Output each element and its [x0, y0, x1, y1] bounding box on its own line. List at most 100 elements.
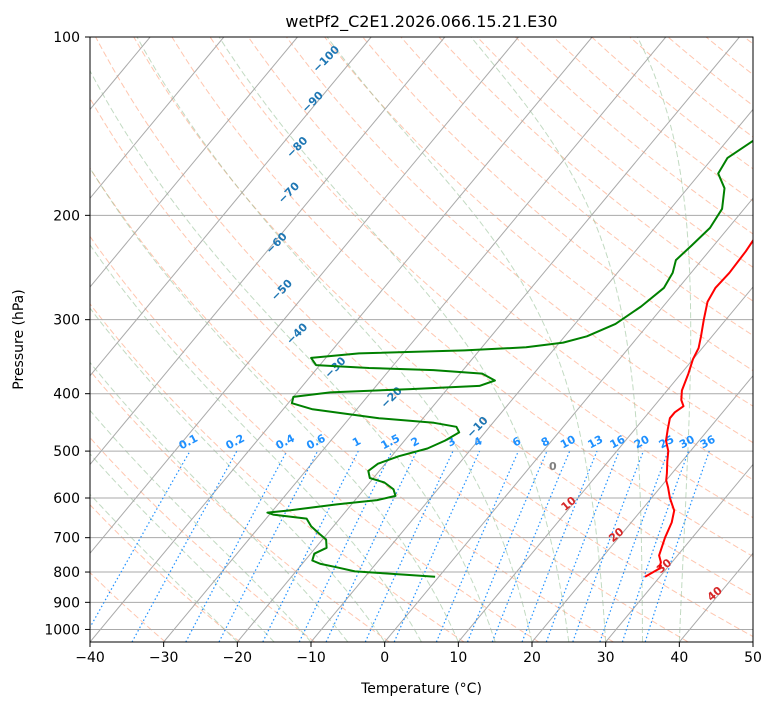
dry-adiabat-line — [743, 37, 753, 45]
x-axis-label: Temperature (°C) — [360, 681, 482, 697]
dry-adiabat-line — [362, 37, 753, 372]
mixing-ratio-label: 10 — [558, 433, 578, 452]
mixing-ratio-lines — [90, 450, 710, 642]
mixing-ratio-line — [298, 450, 393, 642]
zero-isotherm-label: 0 — [549, 460, 557, 473]
dry-adiabat-line — [171, 37, 753, 557]
y-tick-label: 500 — [53, 444, 80, 460]
isotherm-line — [90, 37, 225, 200]
y-tick-label: 900 — [53, 595, 80, 611]
moist-adiabat-line — [218, 37, 570, 642]
mixing-ratio-line — [218, 450, 319, 642]
x-tick-label: 30 — [597, 650, 615, 666]
isotherm-line — [90, 37, 298, 288]
y-axis-ticks: 100 200 300 400 500 600 700 800 900 1000 — [44, 30, 90, 638]
mixing-ratio-label: 20 — [632, 433, 652, 452]
mixing-ratio-line — [644, 450, 710, 642]
y-tick-label: 400 — [53, 387, 80, 403]
mixing-ratio-label: 16 — [608, 433, 628, 452]
moist-adiabat-line — [90, 167, 459, 642]
mixing-ratio-line — [466, 450, 548, 642]
mixing-ratio-label: 13 — [586, 433, 606, 452]
x-axis-ticks: −40 −30 −20 −10 0 10 20 30 40 50 — [75, 642, 762, 666]
x-tick-label: 20 — [523, 650, 541, 666]
isotherm-line — [236, 37, 740, 642]
mixing-ratio-labels: 0.1 0.2 0.4 0.6 1 1.5 2 3 4 6 8 10 13 16 20 25 30 36 — [177, 432, 718, 453]
moist-adiabat-label: −90 — [299, 89, 326, 116]
mixing-ratio-line — [435, 450, 519, 642]
x-tick-label: −20 — [223, 650, 253, 666]
dry-adiabat-line — [553, 37, 753, 202]
y-tick-label: 600 — [53, 491, 80, 507]
mixing-ratio-line — [185, 450, 288, 642]
dry-adiabats — [90, 37, 753, 642]
dry-adiabat-line — [286, 37, 753, 444]
y-tick-label: 200 — [53, 208, 80, 224]
profile-series — [266, 139, 753, 578]
moist-adiabat-label: −100 — [310, 43, 342, 75]
mixing-ratio-label: 1.5 — [379, 432, 402, 453]
isotherm-line — [90, 37, 593, 642]
isotherm-line — [163, 37, 667, 642]
dry-adiabat-line — [90, 167, 614, 642]
moist-adiabat-line — [637, 37, 692, 642]
x-tick-label: 50 — [744, 650, 762, 666]
temperature-profile-line — [644, 238, 753, 578]
mixing-ratio-label: 30 — [677, 433, 697, 452]
dry-adiabat-line — [209, 37, 753, 519]
isotherms — [90, 37, 753, 642]
x-tick-label: 40 — [670, 650, 688, 666]
dry-adiabat-line — [515, 37, 753, 235]
dry-adiabat-line — [90, 436, 316, 642]
y-tick-label: 100 — [53, 30, 80, 46]
mixing-ratio-label: 8 — [539, 434, 552, 449]
moist-adiabat-label: −40 — [284, 320, 311, 347]
dry-adiabat-line — [90, 369, 390, 642]
isotherm-line — [310, 108, 753, 642]
x-tick-label: −40 — [75, 650, 105, 666]
isotherm-line — [605, 463, 753, 642]
moist-adiabats — [90, 37, 692, 642]
mixing-ratio-label: 36 — [698, 433, 718, 452]
x-tick-label: −30 — [149, 650, 179, 666]
mixing-ratio-line — [262, 450, 359, 642]
x-tick-label: 0 — [380, 650, 389, 666]
mixing-ratio-label: 0.2 — [224, 432, 247, 453]
dewpoint-profile-line — [266, 139, 753, 578]
mixing-ratio-line — [325, 450, 418, 642]
mixing-ratio-line — [599, 450, 669, 642]
moist-adiabat-line — [90, 69, 496, 642]
y-tick-label: 300 — [53, 313, 80, 329]
moist-adiabat-label: −60 — [263, 230, 290, 257]
dry-adiabat-line — [90, 97, 689, 642]
isotherm-line — [384, 197, 753, 642]
mixing-ratio-line — [393, 450, 481, 642]
mixing-ratio-label: 6 — [510, 434, 523, 449]
mixing-ratio-line — [572, 450, 644, 642]
mixing-ratio-label: 1 — [350, 434, 363, 449]
y-tick-label: 700 — [53, 531, 80, 547]
dry-adiabat-label: 30 — [654, 556, 674, 576]
moist-adiabat-line — [90, 409, 312, 642]
moist-adiabat-line — [136, 37, 533, 642]
mixing-ratio-line — [131, 450, 238, 642]
dry-adiabat-label: 40 — [705, 584, 725, 604]
mixing-ratio-label: 2 — [409, 434, 422, 449]
dry-adiabat-label: 10 — [559, 494, 579, 514]
mixing-ratio-label: 0.1 — [177, 432, 200, 453]
mixing-ratio-line — [90, 450, 191, 629]
moist-adiabat-line — [470, 37, 643, 642]
x-tick-label: −10 — [296, 650, 326, 666]
isotherm-line — [90, 37, 446, 466]
isotherm-line — [752, 641, 753, 642]
dry-adiabat-line — [476, 37, 753, 268]
moist-adiabat-line — [90, 244, 422, 642]
moist-adiabat-line — [90, 361, 349, 642]
moist-adiabat-line — [326, 37, 607, 642]
mixing-ratio-label: 0.4 — [274, 432, 298, 453]
mixing-ratio-line — [491, 450, 571, 642]
dry-adiabat-label: 20 — [606, 525, 626, 545]
dry-adiabat-line — [95, 37, 753, 638]
isotherm-line — [678, 552, 753, 642]
isotherm-line — [90, 37, 519, 555]
